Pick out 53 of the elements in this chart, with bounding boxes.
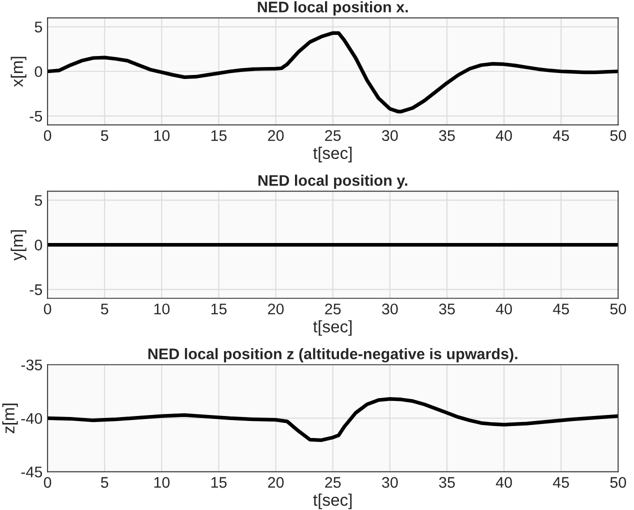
x-tick-label: 25 (325, 130, 341, 141)
x-tick-label: 50 (610, 304, 626, 314)
x-tick-label: 30 (382, 304, 398, 314)
x-tick-label: 45 (552, 304, 569, 314)
y-tick-label: -35 (21, 360, 42, 370)
y-axis-title: x[m] (10, 56, 26, 87)
x-tick-label: 5 (100, 304, 108, 314)
x-tick-label: 20 (268, 304, 284, 314)
x-tick-label: 20 (268, 477, 284, 488)
line-series (48, 397, 618, 442)
x-tick-label: 15 (211, 477, 227, 488)
x-tick-label: 40 (496, 477, 512, 488)
x-tick-label: 25 (325, 304, 341, 314)
x-axis-title: t[sec] (313, 320, 352, 336)
x-tick-label: 25 (325, 477, 341, 488)
x-tick-label: 50 (610, 130, 626, 141)
x-tick-label: 5 (100, 130, 108, 141)
y-axis-title: z[m] (2, 404, 18, 434)
y-tick-label: -5 (30, 284, 42, 296)
x-tick-label: 0 (44, 130, 52, 141)
x-tick-label: 10 (154, 130, 170, 141)
x-tick-label: 10 (154, 304, 170, 314)
x-tick-label: 0 (44, 477, 52, 488)
x-tick-label: 15 (211, 130, 227, 141)
x-tick-label: 0 (44, 304, 52, 314)
x-tick-label: 20 (268, 130, 284, 141)
y-tick-label: -45 (21, 466, 42, 478)
x-tick-label: 5 (100, 477, 108, 488)
y-tick-label: 0 (34, 240, 42, 250)
x-tick-label: 10 (154, 477, 170, 488)
y-tick-label: 5 (34, 22, 42, 32)
chart-title: NED local position x. (258, 1, 408, 16)
x-tick-label: 15 (211, 304, 227, 314)
x-axis-title: t[sec] (313, 494, 352, 510)
y-tick-label: 0 (34, 66, 42, 78)
y-tick-label: -5 (30, 111, 42, 122)
x-tick-label: 35 (439, 130, 455, 141)
x-tick-label: 35 (439, 477, 455, 488)
y-tick-label: 5 (34, 195, 42, 206)
x-tick-label: 50 (610, 477, 626, 488)
y-tick-label: -40 (21, 413, 42, 424)
x-tick-label: 30 (382, 130, 398, 141)
chart-title: NED local position y. (258, 174, 408, 189)
y-axis-title: y[m] (10, 230, 26, 260)
x-tick-label: 45 (552, 477, 569, 488)
chart-title: NED local position z (altitude-negative is upwards). (148, 348, 518, 362)
x-tick-label: 40 (496, 304, 512, 314)
line-series (48, 31, 618, 114)
x-tick-label: 40 (496, 130, 512, 141)
x-tick-label: 30 (382, 477, 398, 488)
x-tick-label: 45 (552, 130, 569, 141)
x-tick-label: 35 (439, 304, 455, 314)
x-axis-title: t[sec] (313, 146, 352, 162)
